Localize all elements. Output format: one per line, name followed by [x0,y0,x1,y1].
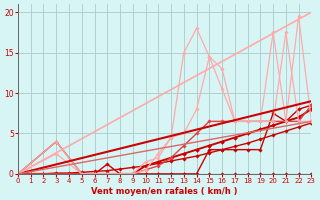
X-axis label: Vent moyen/en rafales ( km/h ): Vent moyen/en rafales ( km/h ) [92,187,238,196]
